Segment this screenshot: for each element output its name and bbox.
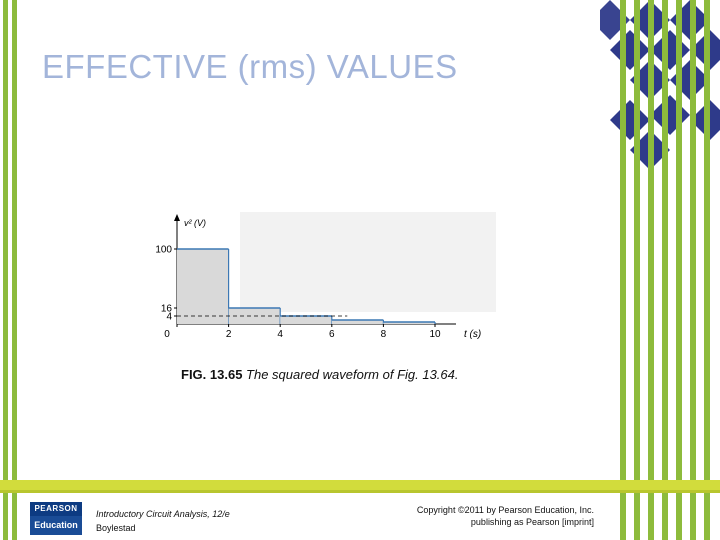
copyright-line-2: publishing as Pearson [imprint] [470, 517, 594, 527]
logo-top-text: PEARSON [30, 502, 82, 516]
stripe [690, 0, 696, 540]
x-tick-label: 8 [381, 329, 387, 340]
figure-caption-text: The squared waveform of Fig. 13.64. [246, 367, 459, 382]
figure-background [240, 212, 496, 312]
x-tick-label: 10 [429, 329, 441, 340]
logo-bottom-text: Education [34, 520, 78, 530]
x-tick-label: 2 [226, 329, 232, 340]
book-author: Boylestad [96, 523, 136, 533]
waveform-segment [383, 322, 435, 324]
footer-bar-accent [0, 490, 720, 493]
y-axis-arrow [174, 214, 180, 221]
book-title: Introductory Circuit Analysis, 12/e [96, 509, 230, 519]
stripe [704, 0, 710, 540]
stripe [676, 0, 682, 540]
copyright-line-1: Copyright ©2011 by Pearson Education, In… [416, 505, 594, 515]
decorative-diamond-pattern [600, 0, 720, 170]
stripe [662, 0, 668, 540]
x-tick-label: 4 [277, 329, 283, 340]
footer-bar [0, 480, 720, 490]
waveform-segment [280, 316, 332, 324]
x-tick-label: 0 [164, 329, 170, 340]
stripe [12, 0, 17, 540]
y-tick-label: 16 [161, 304, 173, 315]
x-tick-label: 6 [329, 329, 335, 340]
book-info: Introductory Circuit Analysis, 12/e Boyl… [96, 507, 230, 535]
y-axis-label: v² (V) [184, 218, 206, 228]
stripe [3, 0, 8, 540]
waveform-segment [331, 320, 384, 324]
stripe [634, 0, 640, 540]
stripe [620, 0, 626, 540]
pearson-logo: PEARSON Education [30, 502, 82, 535]
figure-number: FIG. 13.65 [181, 367, 243, 382]
y-tick-label: 4 [166, 312, 172, 323]
waveform-segment [177, 249, 229, 324]
copyright-notice: Copyright ©2011 by Pearson Education, In… [417, 504, 594, 528]
waveform-figure: 0 2 4 6 8 10 100 16 4 v² (V) t (s) [150, 212, 496, 346]
slide-title: EFFECTIVE (rms) VALUES [42, 48, 458, 85]
diamond-group [600, 0, 720, 170]
y-tick-label: 100 [155, 245, 172, 256]
x-axis-label: t (s) [464, 329, 481, 340]
figure-caption: FIG. 13.65 The squared waveform of Fig. … [181, 367, 459, 382]
stripe [648, 0, 654, 540]
